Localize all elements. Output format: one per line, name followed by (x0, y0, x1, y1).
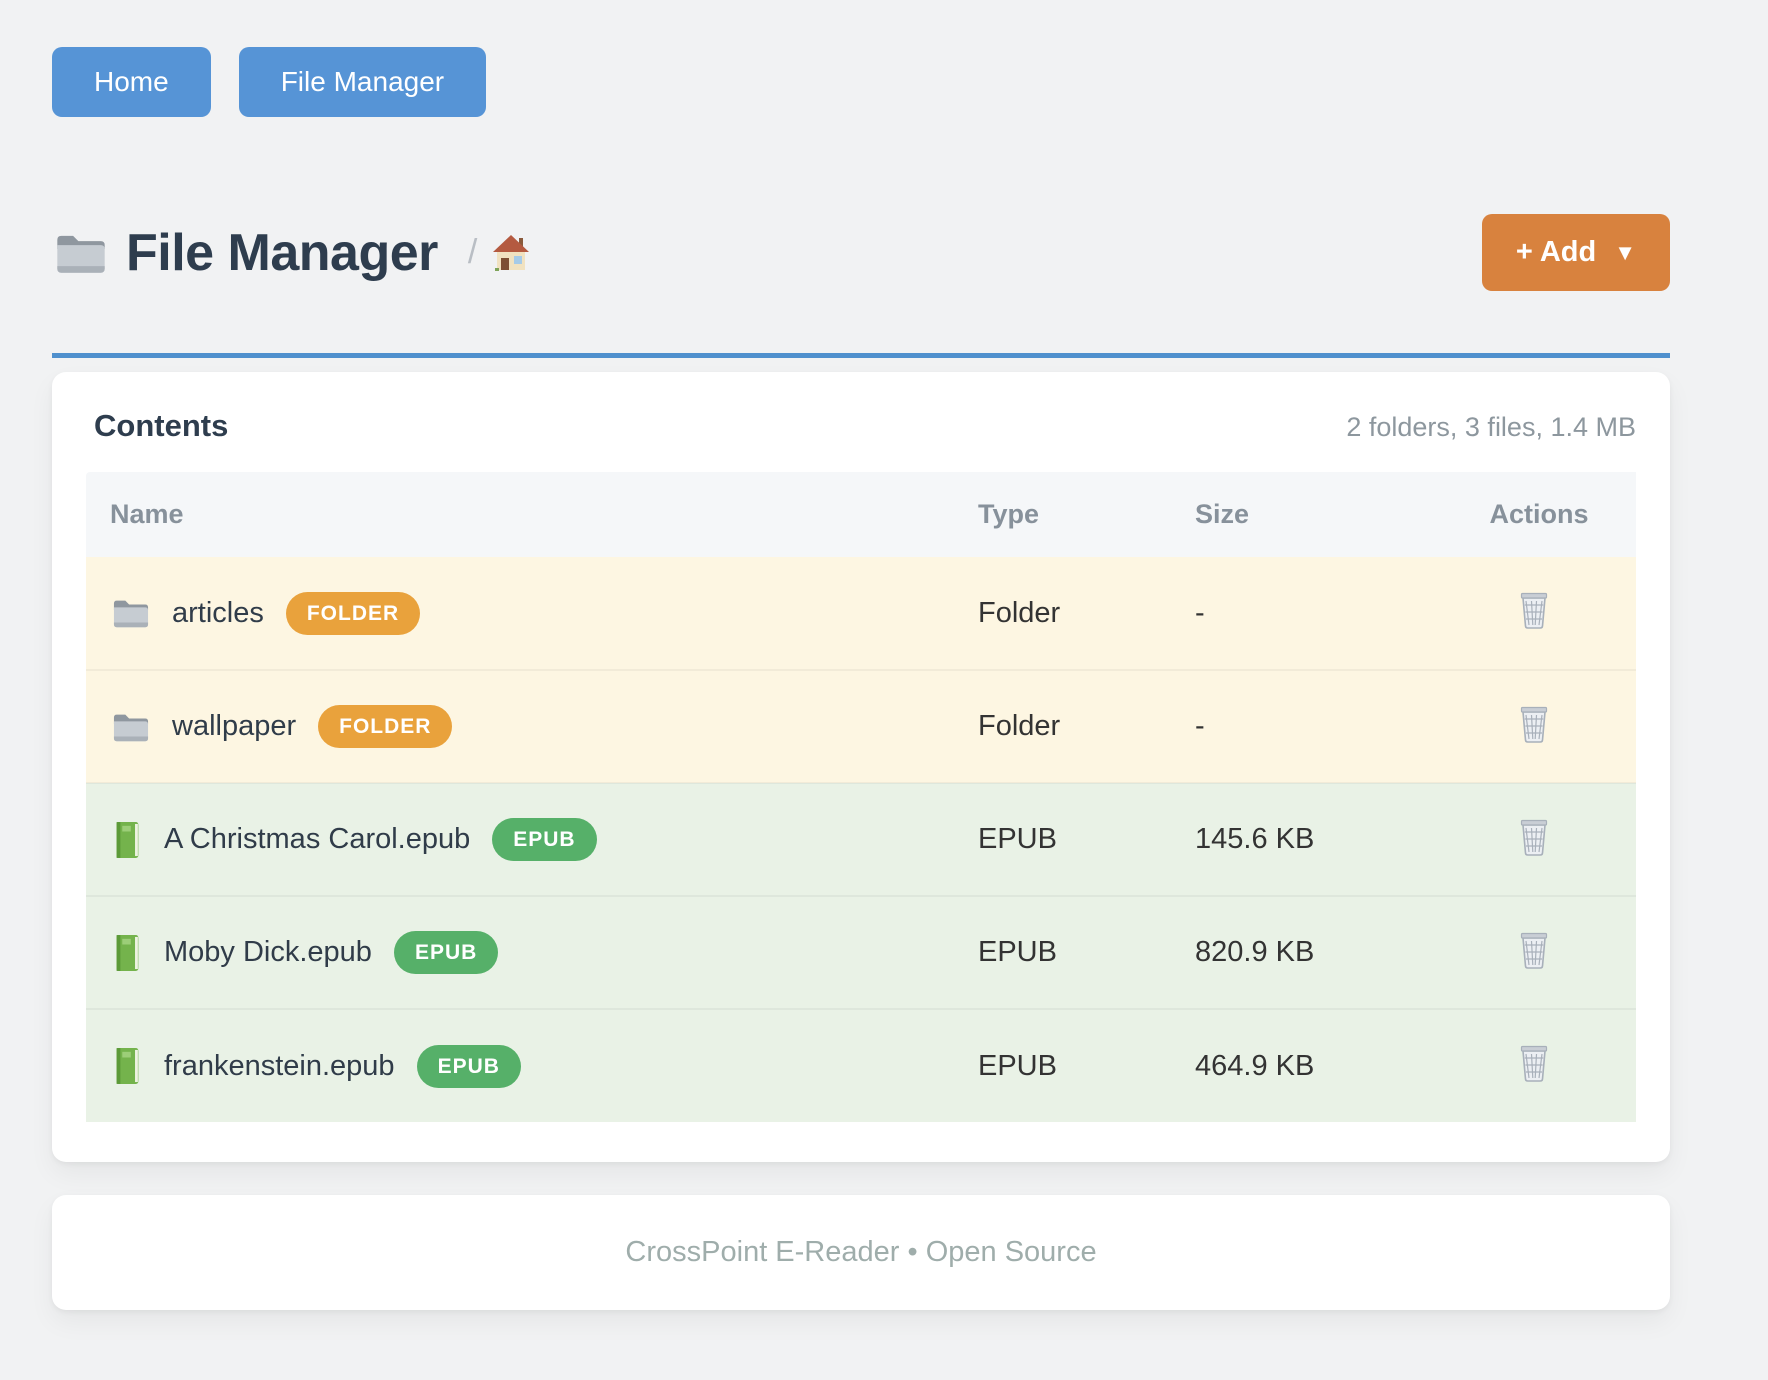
type-cell: Folder (954, 557, 1171, 671)
contents-card-header: Contents 2 folders, 3 files, 1.4 MB (86, 408, 1636, 444)
green-book-icon (110, 933, 144, 973)
column-header-type: Type (954, 472, 1171, 557)
epub-badge: EPUB (416, 1044, 521, 1088)
column-header-name: Name (86, 472, 954, 557)
type-cell: Folder (954, 670, 1171, 784)
folder-badge: FOLDER (285, 591, 421, 635)
name-cell: frankenstein.epub EPUB (86, 1009, 954, 1122)
folder-icon (110, 709, 152, 745)
blue-divider (52, 353, 1670, 358)
actions-cell (1465, 1009, 1636, 1122)
type-cell: EPUB (954, 783, 1171, 897)
size-cell: - (1171, 670, 1466, 784)
file-table: Name Type Size Actions (86, 472, 1636, 1122)
breadcrumb: / (468, 233, 531, 273)
item-name-link[interactable]: Moby Dick.epub (164, 936, 372, 968)
delete-button[interactable] (1516, 815, 1552, 857)
folder-badge: FOLDER (318, 705, 453, 748)
table-row: A Christmas Carol.epub EPUB EPUB 145.6 K… (86, 783, 1636, 897)
delete-button[interactable] (1516, 1041, 1552, 1083)
home-icon[interactable] (491, 233, 531, 273)
contents-heading: Contents (94, 408, 229, 443)
size-cell: - (1171, 557, 1466, 671)
actions-cell (1465, 783, 1636, 897)
page-header: File Manager / + Add ▼ (52, 214, 1670, 291)
epub-badge: EPUB (492, 818, 597, 861)
folder-icon (110, 595, 152, 631)
footer-text: CrossPoint E-Reader • Open Source (625, 1236, 1097, 1268)
epub-badge: EPUB (393, 931, 499, 974)
column-header-size: Size (1171, 472, 1466, 557)
green-book-icon (110, 1046, 144, 1086)
actions-cell (1465, 670, 1636, 784)
title-group: File Manager (52, 223, 438, 283)
contents-summary: 2 folders, 3 files, 1.4 MB (1346, 412, 1636, 442)
green-book-icon (110, 820, 144, 860)
page-title: File Manager (126, 223, 438, 282)
nav-home-button[interactable]: Home (52, 47, 211, 117)
actions-cell (1465, 557, 1636, 671)
nav-file-manager-button[interactable]: File Manager (238, 47, 487, 117)
page: Home File Manager File Manager / (52, 47, 1670, 1310)
name-cell: articles FOLDER (86, 557, 954, 671)
item-name-link[interactable]: articles (172, 596, 264, 629)
chevron-down-icon: ▼ (1614, 239, 1636, 265)
item-name-link[interactable]: frankenstein.epub (164, 1049, 395, 1082)
actions-cell (1465, 896, 1636, 1010)
add-button[interactable]: + Add ▼ (1481, 214, 1670, 291)
footer-card: CrossPoint E-Reader • Open Source (52, 1195, 1670, 1310)
breadcrumb-separator: / (467, 233, 478, 271)
table-row: wallpaper FOLDER Folder - (86, 670, 1636, 784)
table-row: Moby Dick.epub EPUB EPUB 820.9 KB (86, 896, 1636, 1010)
size-cell: 145.6 KB (1171, 783, 1466, 897)
item-name-link[interactable]: wallpaper (172, 710, 297, 742)
table-row: frankenstein.epub EPUB EPUB 464.9 KB (86, 1009, 1636, 1122)
folder-icon (52, 228, 110, 278)
delete-button[interactable] (1516, 588, 1552, 630)
name-cell: wallpaper FOLDER (86, 670, 954, 784)
top-nav: Home File Manager (52, 47, 1670, 117)
size-cell: 464.9 KB (1171, 1009, 1466, 1122)
type-cell: EPUB (954, 1009, 1171, 1122)
column-header-actions: Actions (1465, 472, 1636, 557)
delete-button[interactable] (1516, 702, 1552, 744)
item-name-link[interactable]: A Christmas Carol.epub (164, 823, 471, 855)
size-cell: 820.9 KB (1171, 896, 1466, 1010)
name-cell: Moby Dick.epub EPUB (86, 896, 954, 1010)
file-table-header: Name Type Size Actions (86, 472, 1636, 557)
contents-card: Contents 2 folders, 3 files, 1.4 MB Name… (52, 372, 1670, 1162)
type-cell: EPUB (954, 896, 1171, 1010)
delete-button[interactable] (1516, 928, 1552, 970)
table-row: articles FOLDER Folder - (86, 557, 1636, 671)
add-button-label: + Add (1515, 236, 1597, 268)
name-cell: A Christmas Carol.epub EPUB (86, 783, 954, 897)
